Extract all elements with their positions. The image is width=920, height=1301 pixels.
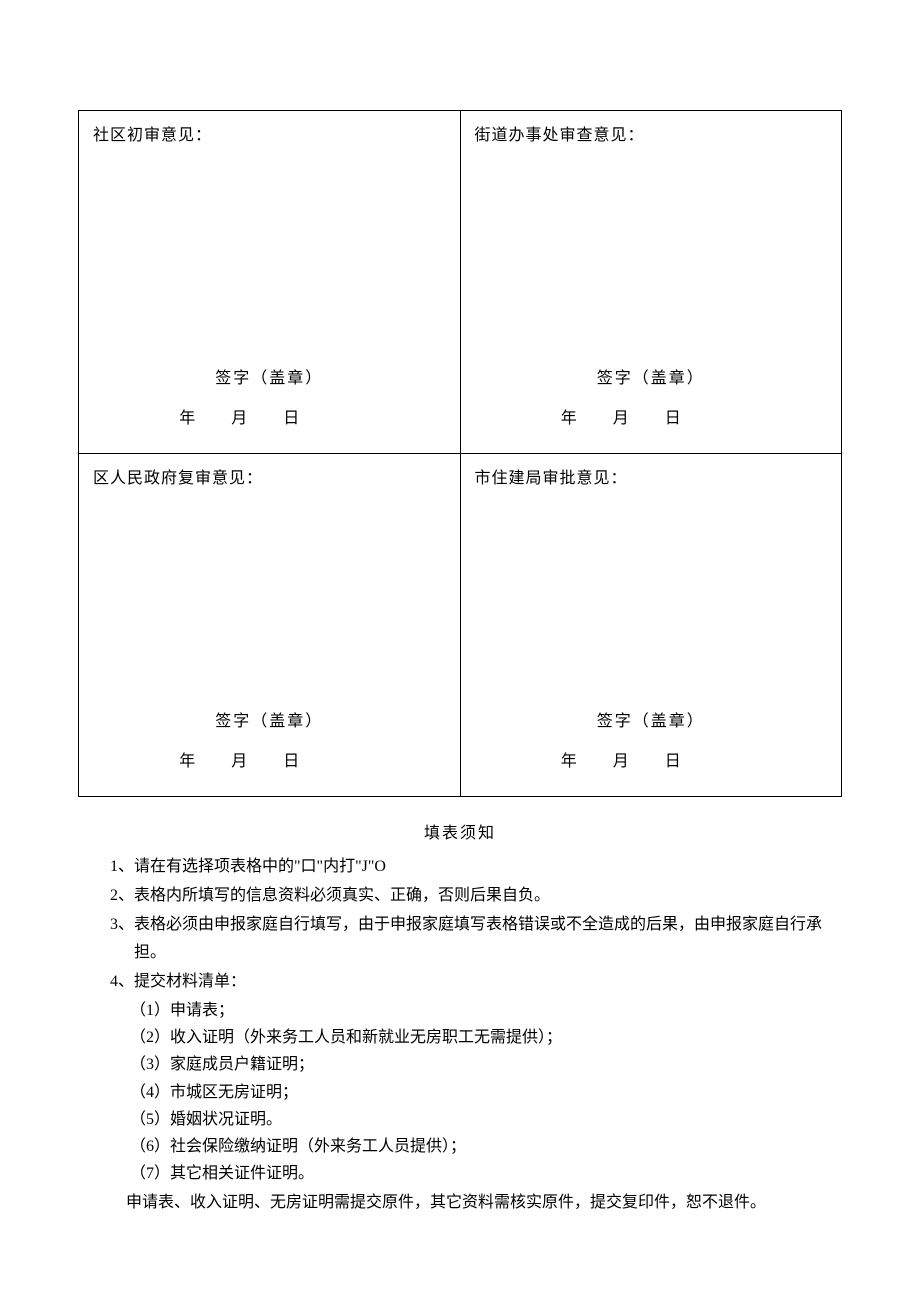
sub-item-4: （4）市城区无房证明； — [130, 1079, 842, 1106]
date-line: 年 月 日 — [521, 747, 781, 771]
bureau-signature-block: 签字（盖章） 年 月 日 — [461, 707, 842, 771]
notice-title: 填表须知 — [78, 819, 842, 843]
housing-bureau-approval-title: 市住建局审批意见： — [475, 464, 828, 488]
district-signature-block: 签字（盖章） 年 月 日 — [79, 707, 460, 771]
sub-item-1: （1）申请表； — [130, 997, 842, 1024]
notice-item-4: 4、提交材料清单： — [110, 968, 842, 995]
sub-item-7: （7）其它相关证件证明。 — [130, 1160, 842, 1187]
housing-bureau-approval-cell: 市住建局审批意见： 签字（盖章） 年 月 日 — [460, 454, 842, 797]
street-signature-block: 签字（盖章） 年 月 日 — [461, 364, 842, 428]
signature-label: 签字（盖章） — [461, 364, 842, 388]
notice-item-2: 2、表格内所填写的信息资料必须真实、正确，否则后果自负。 — [110, 882, 842, 909]
community-review-cell: 社区初审意见： 签字（盖章） 年 月 日 — [79, 111, 461, 454]
sub-item-2: （2）收入证明（外来务工人员和新就业无房职工无需提供）； — [130, 1024, 842, 1051]
date-line: 年 月 日 — [139, 404, 399, 428]
sub-item-3: （3）家庭成员户籍证明； — [130, 1051, 842, 1078]
date-line: 年 月 日 — [521, 404, 781, 428]
community-review-title: 社区初审意见： — [93, 121, 446, 145]
notice-footer: 申请表、收入证明、无房证明需提交原件，其它资料需核实原件，提交复印件，恕不退件。 — [78, 1189, 842, 1216]
signature-label: 签字（盖章） — [79, 364, 460, 388]
district-government-review-title: 区人民政府复审意见： — [93, 464, 446, 488]
street-office-review-cell: 街道办事处审查意见： 签字（盖章） 年 月 日 — [460, 111, 842, 454]
notice-item-1: 1、请在有选择项表格中的"口"内打"J"O — [110, 853, 842, 880]
district-government-review-cell: 区人民政府复审意见： 签字（盖章） 年 月 日 — [79, 454, 461, 797]
street-office-review-title: 街道办事处审查意见： — [475, 121, 828, 145]
notice-section: 填表须知 1、请在有选择项表格中的"口"内打"J"O 2、表格内所填写的信息资料… — [78, 819, 842, 1216]
date-line: 年 月 日 — [139, 747, 399, 771]
signature-label: 签字（盖章） — [461, 707, 842, 731]
notice-list: 1、请在有选择项表格中的"口"内打"J"O 2、表格内所填写的信息资料必须真实、… — [78, 853, 842, 995]
approval-table: 社区初审意见： 签字（盖章） 年 月 日 街道办事处审查意见： 签字（盖章） 年… — [78, 110, 842, 797]
sub-list: （1）申请表； （2）收入证明（外来务工人员和新就业无房职工无需提供）； （3）… — [78, 997, 842, 1187]
community-signature-block: 签字（盖章） 年 月 日 — [79, 364, 460, 428]
signature-label: 签字（盖章） — [79, 707, 460, 731]
notice-item-3: 3、表格必须由申报家庭自行填写，由于申报家庭填写表格错误或不全造成的后果，由申报… — [110, 911, 842, 965]
sub-item-5: （5）婚姻状况证明。 — [130, 1106, 842, 1133]
sub-item-6: （6）社会保险缴纳证明（外来务工人员提供）； — [130, 1133, 842, 1160]
